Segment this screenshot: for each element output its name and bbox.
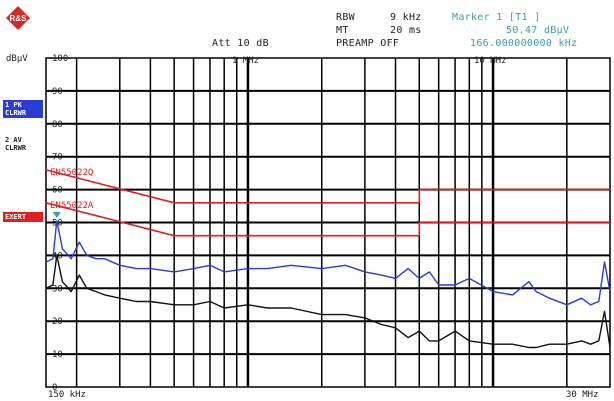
rs-logo-icon: R&S bbox=[6, 6, 30, 30]
marker-1-symbol bbox=[52, 211, 61, 218]
marker-group bbox=[52, 211, 61, 218]
marker-level: 50.47 dBµV bbox=[506, 25, 570, 36]
series-line-2-av-clrwr bbox=[45, 254, 611, 349]
x-mark-10mhz: 10 MHz bbox=[474, 56, 507, 66]
y-tick-label: 30 bbox=[52, 284, 63, 294]
marker-title: Marker 1 [T1 ] bbox=[452, 12, 541, 23]
x-end-label: 30 MHz bbox=[566, 390, 599, 400]
trace-1-label-b: CLRWR bbox=[5, 109, 27, 117]
series-line-1-pk-clrwr bbox=[45, 220, 611, 306]
rbw-label: RBW bbox=[336, 12, 355, 23]
x-mark-1mhz: 1 MHz bbox=[232, 56, 260, 66]
y-tick-label: 10 bbox=[52, 350, 63, 360]
series-line-en55022q bbox=[45, 169, 610, 204]
rs-logo: R&S bbox=[6, 6, 30, 30]
attenuation: Att 10 dB bbox=[212, 38, 269, 49]
mt-label: MT bbox=[336, 25, 349, 36]
marker-frequency: 166.000000000 kHz bbox=[470, 38, 578, 49]
rbw-value: 9 kHz bbox=[390, 12, 422, 23]
trace-1-label-a: 1 PK bbox=[5, 101, 22, 109]
exrt-tag: EXERT bbox=[3, 212, 43, 222]
limit-qp-label: EN55022Q bbox=[50, 168, 94, 178]
unit-label: dBµV bbox=[6, 54, 28, 64]
traces bbox=[45, 220, 611, 349]
trace-1-tag[interactable]: 1 PK CLRWR bbox=[3, 100, 43, 118]
y-tick-label: 80 bbox=[52, 120, 63, 130]
y-tick-label: 60 bbox=[52, 186, 63, 196]
y-tick-label: 100 bbox=[52, 54, 68, 64]
preamp-status: PREAMP OFF bbox=[336, 38, 400, 49]
limit-lines bbox=[45, 169, 610, 237]
y-tick-label: 20 bbox=[52, 317, 63, 327]
x-start-label: 150 kHz bbox=[48, 390, 86, 400]
series-line-en55022a bbox=[45, 202, 610, 237]
svg-text:R&S: R&S bbox=[10, 14, 28, 23]
mt-value: 20 ms bbox=[390, 25, 422, 36]
y-tick-label: 0 bbox=[52, 383, 57, 393]
limit-av-label: EN55022A bbox=[50, 201, 94, 211]
y-tick-label: 70 bbox=[52, 153, 63, 163]
y-tick-label: 90 bbox=[52, 87, 63, 97]
trace-2-label-a: 2 AV bbox=[5, 136, 22, 144]
trace-2-label-b: CLRWR bbox=[5, 144, 27, 152]
trace-2-tag[interactable]: 2 AV CLRWR bbox=[3, 135, 43, 153]
